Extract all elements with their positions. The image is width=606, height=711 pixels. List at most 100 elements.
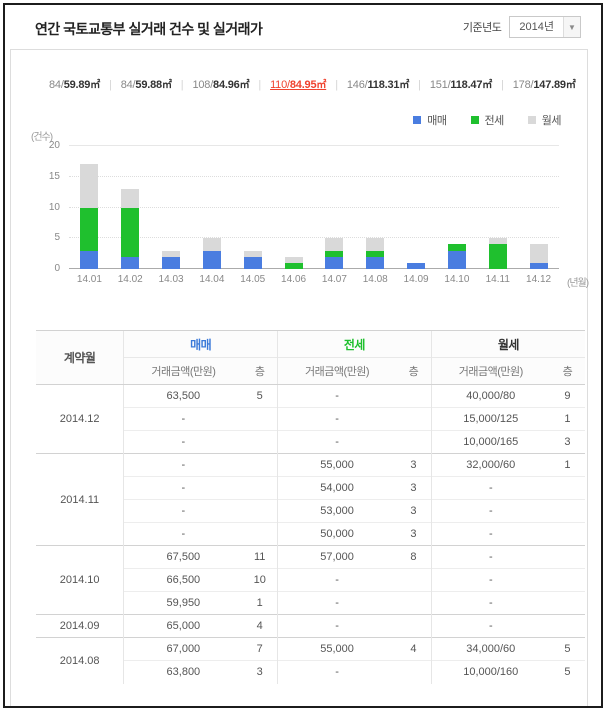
amount-cell: 67,500 — [123, 545, 243, 569]
bar-slot: 14.05 — [232, 146, 273, 285]
chevron-down-icon: ▼ — [563, 17, 580, 37]
area-tab-size: 59.89 — [63, 79, 91, 91]
amount-cell: - — [123, 499, 243, 523]
amount-cell: - — [123, 453, 243, 477]
amount-cell: 55,000 — [277, 453, 397, 477]
amount-cell: - — [430, 568, 550, 592]
floor-cell — [549, 614, 585, 638]
floor-cell: 11 — [242, 545, 278, 569]
bar-segment — [80, 250, 99, 269]
y-tick-label: 10 — [48, 201, 60, 213]
gridline — [69, 206, 559, 208]
amount-cell: - — [277, 660, 397, 684]
amount-cell: 50,000 — [277, 522, 397, 546]
legend-item: 월세 — [527, 112, 562, 128]
amount-cell: 32,000/60 — [430, 453, 550, 477]
amount-cell: - — [430, 522, 550, 546]
amount-cell: 65,000 — [123, 614, 243, 638]
area-tab-unit: ㎡ — [399, 80, 410, 91]
area-tab[interactable]: 84/59.89㎡ — [49, 79, 100, 91]
x-tick-label: 14.10 — [444, 274, 470, 285]
amount-cell: 40,000/80 — [430, 384, 550, 408]
floor-cell — [396, 384, 432, 408]
amount-cell: - — [430, 545, 550, 569]
amount-cell: - — [277, 384, 397, 408]
floor-cell: 8 — [396, 545, 432, 569]
floor-cell — [549, 545, 585, 569]
bar-segment — [366, 256, 385, 269]
floor-cell: 3 — [242, 660, 278, 684]
amount-cell: - — [277, 591, 397, 615]
area-tab-front: 178/ — [512, 79, 534, 91]
table-row: -50,000 3- — [36, 522, 585, 546]
area-tab-front: 110/ — [270, 79, 290, 91]
floor-cell — [242, 453, 278, 477]
x-tick-label: 14.09 — [403, 274, 429, 285]
table-row: 2014.08 67,000 7 55,000 4 34,000/60 5 — [36, 637, 585, 684]
year-select[interactable]: 2014년 ▼ — [509, 16, 581, 38]
bar-segment — [284, 256, 303, 263]
bar-segment — [529, 262, 548, 269]
amount-cell: 34,000/60 — [430, 637, 550, 661]
floor-cell — [549, 476, 585, 500]
floor-cell: 1 — [242, 591, 278, 615]
y-tick-label: 15 — [48, 170, 60, 182]
page: 연간 국토교통부 실거래 건수 및 실거래가 기준년도 2014년 ▼ 84/5… — [3, 3, 603, 708]
floor-cell — [396, 614, 432, 638]
transactions-table-wrap: 계약월 매매 전세 월세 거래금액(만원) 층 거래금액(만원) 층 거래금액(… — [36, 330, 585, 684]
bar-segment — [80, 164, 99, 208]
x-tick-label: 14.02 — [117, 274, 143, 285]
table-row: 59,950 1- - — [36, 591, 585, 615]
floor-cell — [396, 591, 432, 615]
area-tab[interactable]: 84/59.88㎡ — [121, 79, 172, 91]
bar-slot: 14.09 — [396, 146, 437, 285]
gridline — [69, 145, 559, 146]
area-tab-list: 84/59.89㎡ | 84/59.88㎡ | 108/84.96㎡ | 110/84.95… — [49, 71, 576, 100]
bar-segment — [407, 262, 426, 269]
area-tab[interactable]: 108/84.96㎡ — [192, 79, 249, 91]
bar-segment — [366, 238, 385, 251]
area-tab[interactable]: 178/147.89㎡ — [513, 79, 576, 91]
table-row: - - 10,000/165 3 — [36, 430, 585, 454]
bar-segment — [121, 207, 140, 257]
amount-cell: 10,000/165 — [430, 430, 550, 454]
area-tab[interactable]: 146/118.31㎡ — [347, 79, 409, 91]
bar-segment — [162, 250, 181, 257]
table-row: 66,500 10- - — [36, 568, 585, 592]
floor-cell: 3 — [396, 499, 432, 523]
bar-slot: 14.02 — [110, 146, 151, 285]
table-row: 2014.11-55,000 3 32,000/60 1 — [36, 453, 585, 546]
chart-legend: 매매 전세 월세 — [11, 112, 562, 128]
area-tab[interactable]: 110/84.95㎡ — [270, 79, 326, 91]
x-tick-label: 14.06 — [281, 274, 307, 285]
area-tab-size: 118.47 — [450, 79, 483, 91]
area-tab-size: 118.31 — [367, 79, 400, 91]
subheader-floor: 층 — [396, 357, 432, 385]
bar-slot: 14.03 — [151, 146, 192, 285]
floor-cell — [549, 591, 585, 615]
floor-cell: 10 — [242, 568, 278, 592]
floor-cell: 5 — [242, 384, 278, 408]
bar-segment — [80, 207, 99, 251]
amount-cell: - — [277, 568, 397, 592]
area-tab-unit: ㎡ — [161, 80, 172, 91]
legend-label: 월세 — [541, 115, 562, 127]
area-tab-front: 151/ — [429, 79, 451, 91]
bar-segment — [447, 244, 466, 251]
area-tab-unit: ㎡ — [239, 80, 250, 91]
floor-cell: 3 — [549, 430, 585, 454]
amount-cell: - — [123, 476, 243, 500]
transactions-table: 계약월 매매 전세 월세 거래금액(만원) 층 거래금액(만원) 층 거래금액(… — [36, 330, 585, 684]
floor-cell: 3 — [396, 476, 432, 500]
amount-cell: 15,000/125 — [430, 407, 550, 431]
floor-cell: 9 — [549, 384, 585, 408]
floor-cell: 5 — [549, 660, 585, 684]
amount-cell: 55,000 — [277, 637, 397, 661]
area-tab-separator: | — [418, 79, 421, 91]
bar-slot: 14.01 — [69, 146, 110, 285]
bar-slot: 14.12 — [518, 146, 559, 285]
amount-cell: - — [123, 430, 243, 454]
area-tab-separator: | — [180, 79, 184, 91]
area-tab[interactable]: 151/118.47㎡ — [430, 79, 492, 91]
floor-cell — [396, 660, 432, 684]
